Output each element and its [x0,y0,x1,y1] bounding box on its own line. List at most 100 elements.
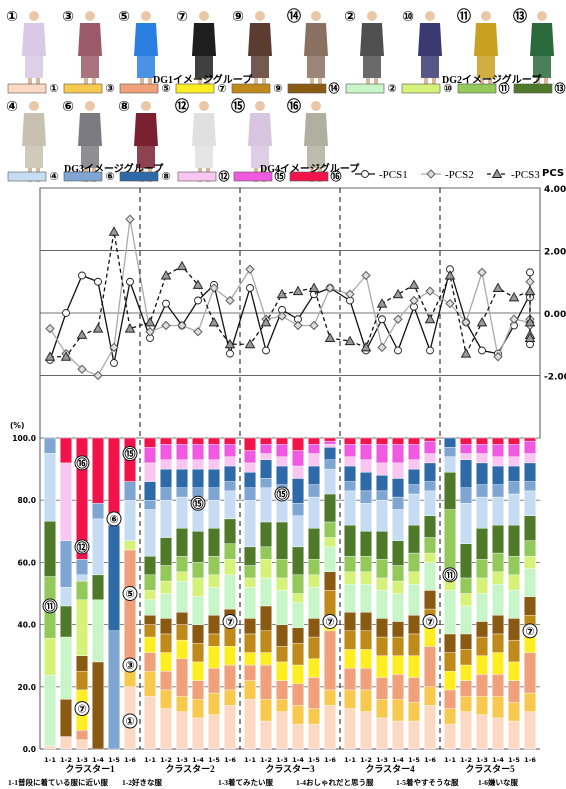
bar-segment [424,453,436,464]
bar-segment [260,699,272,722]
bar-segment [292,643,304,666]
cluster-label: クラスター1 [65,763,115,774]
legend-swatch [289,171,329,182]
garment-top [418,23,442,56]
legend-item: ⑪ [457,81,510,95]
bar-segment [444,590,456,635]
pcs-point [224,338,236,349]
bar-segment [160,537,172,566]
bar-segment [392,655,404,675]
bar-segment [308,636,320,660]
bar-annotation: ⑯ [74,455,90,471]
line-legend-marker [361,170,369,178]
bar-segment [508,481,520,495]
garment-top [78,113,102,146]
pcs-point [126,277,134,286]
mannequin-head [255,101,265,111]
bar-segment [224,574,236,610]
bar-segment [324,444,336,448]
bar-segment [224,518,236,544]
bar-segment [76,559,88,576]
pcs-point [378,315,386,324]
bar-segment [160,618,172,635]
bar-segment [260,453,272,460]
bar-segment [344,465,356,482]
garment-top [192,23,216,56]
bar-segment [76,739,88,750]
bar-segment [76,730,88,740]
bar-segment [144,574,156,591]
bar-segment [508,680,520,703]
bar-segment [444,689,456,709]
bar-segment [424,552,436,563]
bar-segment [192,437,204,445]
bar-segment [508,720,520,750]
mannequin-head [537,11,547,21]
bar-segment [408,437,420,445]
bar-segment [144,481,156,501]
stacked-bar [260,437,272,750]
bar-segment [524,555,536,569]
bar-annotation: ⑪ [42,598,58,614]
bar-segment [476,496,488,529]
bar-segment [476,527,488,560]
annotation-label: ⑦ [77,703,86,716]
annotation-circle [74,701,90,717]
pcs-point [444,270,456,280]
bar-segment [76,580,88,600]
bar-segment [308,465,320,485]
stacked-bar [376,437,388,750]
legend-item: ⑯ [289,169,342,183]
bar-segment [492,437,504,445]
bar-segment [324,689,336,706]
bar-segment [92,518,104,576]
bar-segment [408,444,420,460]
bar-segment [276,624,288,647]
bar-segment [292,503,304,516]
bar-segment [224,490,236,520]
bar-segment [144,615,156,625]
bar-segment [492,496,504,526]
line-ytick-label: 0.00 [544,310,566,320]
bar-segment [360,630,372,650]
bar-segment [360,711,372,750]
line-legend: -PCS1 -PCS2 -PCS3 [355,168,540,181]
bar-segment [276,711,288,750]
bar-segment [492,695,504,719]
bar-segment [224,444,236,457]
bar-segment [376,500,388,532]
bar-segment [408,552,420,572]
legend-group-title: DG2イメージグループ [442,73,542,86]
legend-label: ⑩ [443,82,452,95]
bar-segment [524,652,536,694]
bar-segment [308,453,320,467]
line-legend-label: -PCS2 [445,169,474,181]
bar-segment [392,720,404,750]
bar-segment [244,450,256,464]
bar-segment [144,509,156,557]
bar-segment [192,717,204,750]
mannequin-head [85,101,95,111]
bar-category-label: 1-5 [408,756,420,764]
bar-annotation: ⑫ [74,539,90,555]
bar-segment [160,459,172,470]
bar-segment [124,481,136,501]
bar-annotation: ⑦ [522,623,538,639]
bar-segment [376,636,388,656]
bar-segment [424,437,436,442]
bar-segment [160,487,172,501]
bar-segment [508,555,520,576]
bar-segment [160,652,172,672]
bar-category-label: 1-6 [524,756,536,764]
bar-segment [176,711,188,750]
bar-segment [392,580,404,594]
pcs-point [392,288,404,299]
bar-segment [324,440,336,445]
legend-swatch [287,83,327,94]
bar-segment [476,453,488,464]
bar-annotation: ① [122,713,138,729]
pcs-point [76,329,88,339]
bar-category-label: 1-5 [308,756,320,764]
pcs-point [492,282,504,292]
bar-segment [492,652,504,675]
